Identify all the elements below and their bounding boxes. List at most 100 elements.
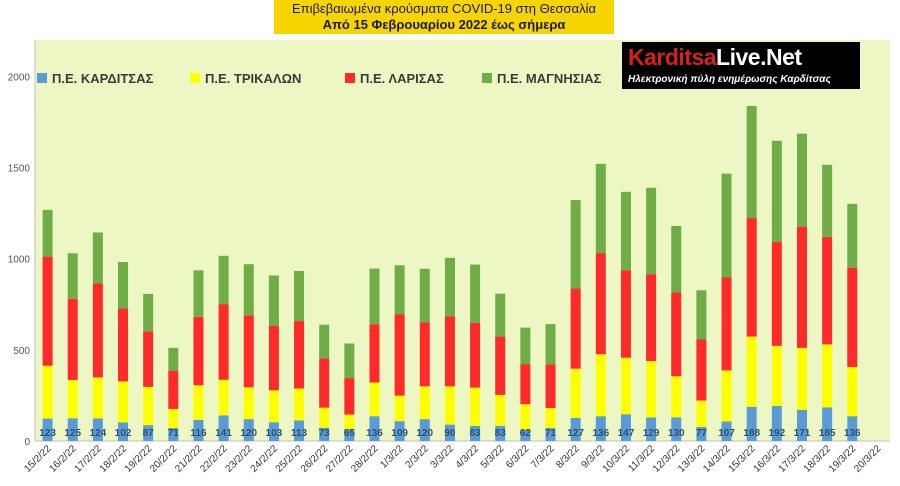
legend-item: Π.Ε. ΤΡΙΚΑΛΩΝ — [190, 70, 301, 86]
legend-item: Π.Ε. ΜΑΓΝΗΣΙΑΣ — [482, 70, 601, 86]
bar-segment — [847, 267, 858, 367]
data-label: 136 — [844, 428, 861, 439]
y-tick-label: 2000 — [8, 72, 31, 83]
bar-segment — [319, 358, 330, 408]
bar-segment — [646, 417, 657, 441]
legend-item: Π.Ε. ΚΑΡΔΙΤΣΑΣ — [37, 70, 153, 86]
bar-segment — [118, 308, 129, 382]
bar-segment — [419, 268, 430, 323]
data-label: 83 — [470, 428, 482, 439]
data-label: 185 — [819, 428, 836, 439]
data-label: 136 — [366, 428, 383, 439]
logo-name: KarditsaLive.Net — [628, 44, 802, 70]
bar-segment — [847, 203, 858, 268]
bar-segment — [847, 366, 858, 417]
bar-segment — [369, 416, 380, 441]
bar-segment — [470, 322, 481, 388]
bar-segment — [344, 378, 355, 415]
legend-swatch — [37, 73, 47, 83]
x-tick-label: 28/2/22 — [349, 443, 381, 475]
bar-segment — [143, 331, 154, 387]
legend-label: Π.Ε. ΤΡΙΚΑΛΩΝ — [205, 70, 302, 86]
bar-segment — [193, 270, 204, 317]
data-label: 87 — [143, 428, 155, 439]
bar-segment — [545, 428, 556, 441]
bar-segment — [42, 256, 53, 366]
bar-segment — [696, 339, 707, 401]
bar-segment — [595, 416, 606, 441]
bar-segment — [847, 416, 858, 441]
bar-segment — [545, 324, 556, 365]
bar-segment — [92, 232, 103, 284]
bar-segment — [268, 325, 279, 391]
x-tick-label: 5/3/22 — [479, 443, 507, 471]
data-label: 120 — [416, 428, 433, 439]
bar-segment — [218, 415, 229, 441]
bar-segment — [193, 419, 204, 441]
bar-segment — [822, 407, 833, 441]
bar-segment — [294, 388, 305, 421]
data-label: 192 — [768, 428, 785, 439]
chart-title: Επιβεβαιωμένα κρούσματα COVID-19 στη Θεσ… — [291, 1, 597, 16]
bar-segment — [294, 321, 305, 389]
data-label: 73 — [319, 428, 331, 439]
bar-segment — [218, 255, 229, 305]
bar-segment — [470, 425, 481, 441]
bar-segment — [646, 274, 657, 361]
bar-segment — [369, 324, 380, 383]
bar-segment — [470, 387, 481, 426]
bar-segment — [470, 264, 481, 323]
data-label: 129 — [643, 428, 660, 439]
bar-segment — [444, 386, 455, 425]
data-label: 125 — [64, 428, 81, 439]
bar-segment — [671, 225, 682, 293]
bar-segment — [495, 394, 506, 426]
chart-subtitle: Από 15 Φεβρουαρίου 2022 έως σήμερα — [322, 17, 566, 32]
bar-segment — [495, 336, 506, 395]
bar-segment — [746, 105, 757, 219]
bar-segment — [42, 209, 53, 257]
bar-segment — [143, 425, 154, 441]
data-label: 62 — [520, 428, 532, 439]
data-label: 113 — [291, 428, 308, 439]
x-tick-label: 10/3/22 — [601, 443, 633, 475]
data-label: 71 — [168, 428, 180, 439]
bar-segment — [243, 419, 254, 441]
bar-segment — [570, 288, 581, 369]
bar-segment — [118, 381, 129, 423]
bar-segment — [595, 253, 606, 355]
bar-segment — [118, 262, 129, 309]
legend-swatch — [345, 73, 355, 83]
bar-segment — [721, 370, 732, 422]
bar-segment — [520, 327, 531, 365]
y-tick-label: 1500 — [8, 164, 31, 175]
bar-segment — [67, 418, 78, 441]
bar-segment — [42, 418, 53, 441]
data-label: 109 — [391, 428, 408, 439]
data-label: 127 — [567, 428, 584, 439]
data-label: 130 — [668, 428, 685, 439]
data-label: 103 — [266, 428, 283, 439]
bar-segment — [319, 407, 330, 428]
bar-segment — [721, 421, 732, 441]
bar-segment — [92, 377, 103, 419]
bar-segment — [143, 386, 154, 426]
data-label: 171 — [794, 428, 811, 439]
bar-segment — [771, 345, 782, 407]
legend-swatch — [190, 73, 200, 83]
bar-segment — [92, 283, 103, 378]
chart-title-box: Επιβεβαιωμένα κρούσματα COVID-19 στη Θεσ… — [274, 0, 614, 34]
data-label: 136 — [592, 428, 609, 439]
bar-segment — [671, 417, 682, 441]
bar-segment — [796, 133, 807, 227]
bar-segment — [344, 414, 355, 430]
bar-segment — [620, 270, 631, 358]
data-label: 116 — [190, 428, 207, 439]
bar-segment — [419, 386, 430, 420]
bar-segment — [620, 191, 631, 271]
bar-segment — [771, 241, 782, 346]
data-label: 141 — [215, 428, 232, 439]
bar-segment — [822, 164, 833, 237]
bar-segment — [218, 304, 229, 380]
bar-segment — [545, 408, 556, 429]
